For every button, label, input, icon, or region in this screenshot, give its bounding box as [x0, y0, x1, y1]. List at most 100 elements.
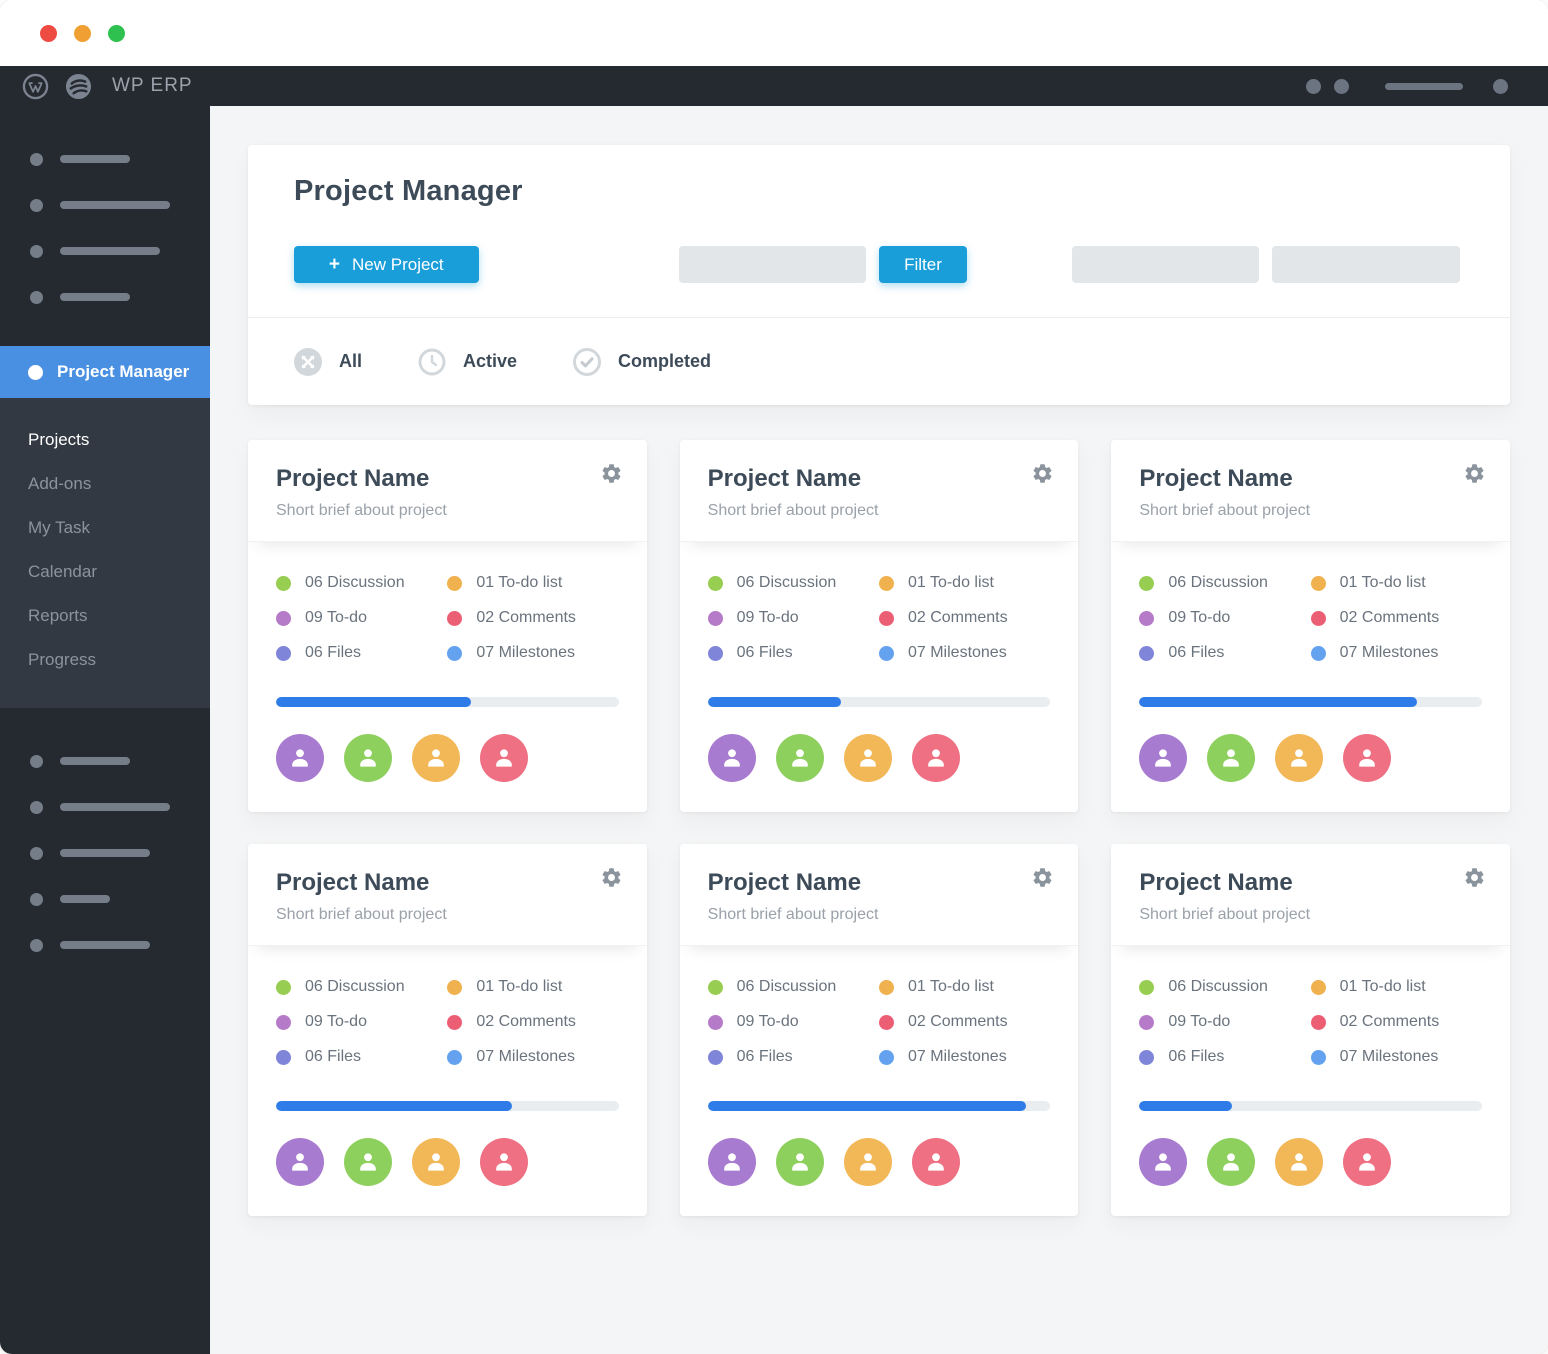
stat-dot — [707, 1049, 723, 1065]
stat-dot — [1310, 1049, 1326, 1065]
stat-discussion: 06 Discussion — [1139, 978, 1310, 996]
sidebar-submenu: Projects Add-ons My Task Calendar Report… — [0, 398, 210, 708]
clock-icon — [418, 348, 446, 376]
filter-button[interactable]: Filter — [879, 246, 967, 283]
select-placeholder[interactable] — [1272, 246, 1460, 283]
stat-todo: 09 To-do — [1139, 1013, 1310, 1031]
avatar — [707, 734, 756, 782]
filter-label: Filter — [904, 254, 942, 274]
stat-dot — [447, 979, 463, 995]
member-avatars — [276, 1138, 619, 1186]
wperp-logo-icon[interactable] — [65, 73, 92, 100]
stat-discussion: 06 Discussion — [1139, 574, 1310, 592]
avatar — [412, 734, 460, 782]
progress-bar — [707, 1101, 1051, 1111]
tab-active[interactable]: Active — [418, 348, 517, 376]
stat-todo-list: 01 To-do list — [447, 574, 618, 592]
wordpress-logo-icon[interactable] — [22, 73, 49, 100]
stat-dot — [1310, 575, 1326, 591]
project-stats: 06 Discussion 01 To-do list 09 To-do 02 … — [276, 978, 619, 1066]
person-icon — [787, 745, 813, 771]
tab-completed[interactable]: Completed — [573, 348, 711, 376]
gear-icon[interactable] — [1031, 462, 1054, 485]
member-avatars — [1139, 1138, 1482, 1186]
sidebar-item-reports[interactable]: Reports — [28, 606, 88, 625]
filter-input-placeholder[interactable] — [678, 246, 867, 283]
close-window-button[interactable] — [40, 24, 57, 42]
select-placeholder[interactable] — [1071, 246, 1260, 283]
stat-todo: 09 To-do — [1139, 609, 1310, 627]
tab-all-label: All — [339, 351, 363, 371]
progress-bar — [1139, 1101, 1482, 1111]
avatar — [1207, 1138, 1256, 1186]
stat-dot — [447, 1049, 463, 1065]
project-brief: Short brief about project — [276, 502, 447, 519]
project-title: Project Name — [707, 869, 862, 896]
sidebar-placeholder-item — [30, 136, 210, 182]
gear-icon[interactable] — [600, 462, 623, 485]
stat-milestones: 07 Milestones — [878, 1048, 1050, 1066]
gear-icon[interactable] — [1031, 866, 1054, 889]
sidebar-item-add-ons[interactable]: Add-ons — [28, 474, 92, 493]
project-brief: Short brief about project — [276, 906, 447, 923]
progress-bar — [707, 697, 1051, 707]
placeholder-bar — [60, 849, 150, 857]
new-project-button[interactable]: + New Project — [294, 246, 479, 283]
stat-todo-list: 01 To-do list — [447, 978, 618, 996]
projects-grid: Project Name Short brief about project 0… — [248, 440, 1510, 1216]
project-stats: 06 Discussion 01 To-do list 09 To-do 02 … — [1139, 978, 1482, 1066]
stat-dot — [447, 575, 463, 591]
stat-milestones: 07 Milestones — [447, 1048, 618, 1066]
gear-icon[interactable] — [1463, 866, 1486, 889]
stat-dot — [707, 1014, 723, 1030]
stat-dot — [276, 1014, 291, 1030]
placeholder-bar — [60, 803, 170, 811]
sidebar-item-project-manager[interactable]: Project Manager — [0, 346, 210, 398]
placeholder-bar — [60, 941, 150, 949]
sidebar-item-progress[interactable]: Progress — [28, 650, 97, 669]
progress-fill — [707, 1101, 1027, 1111]
stat-todo: 09 To-do — [276, 1013, 447, 1031]
stat-dot — [707, 610, 723, 626]
stat-comments: 02 Comments — [878, 1013, 1050, 1031]
sidebar-item-calendar[interactable]: Calendar — [28, 562, 97, 581]
project-brief: Short brief about project — [1139, 502, 1311, 519]
avatar — [276, 1138, 324, 1186]
avatar — [775, 734, 824, 782]
window-titlebar — [0, 0, 1548, 66]
zoom-window-button[interactable] — [108, 24, 125, 42]
admin-bar-placeholder-bar — [1385, 82, 1463, 90]
person-icon — [719, 745, 745, 771]
stat-comments: 02 Comments — [447, 1013, 618, 1031]
stat-dot — [878, 645, 894, 661]
page-title: Project Manager — [294, 175, 523, 207]
minimize-window-button[interactable] — [74, 24, 91, 42]
stat-dot — [276, 610, 291, 626]
progress-fill — [276, 1101, 513, 1111]
stat-discussion: 06 Discussion — [276, 574, 447, 592]
avatar — [911, 1138, 960, 1186]
sidebar-item-projects[interactable]: Projects — [28, 430, 90, 449]
tab-all[interactable]: All — [294, 348, 362, 376]
progress-fill — [276, 697, 472, 707]
plus-icon: + — [328, 254, 341, 275]
stat-dot — [447, 1014, 463, 1030]
person-icon — [287, 745, 313, 771]
stat-dot — [707, 575, 723, 591]
stat-dot — [878, 575, 894, 591]
stat-dot — [1139, 645, 1155, 661]
gear-icon[interactable] — [1463, 462, 1486, 485]
sidebar-item-my-task[interactable]: My Task — [28, 518, 91, 537]
progress-bar — [1139, 697, 1482, 707]
stat-dot — [276, 575, 291, 591]
gear-icon[interactable] — [600, 866, 623, 889]
stat-files: 06 Files — [1139, 644, 1310, 662]
stat-dot — [1139, 979, 1155, 995]
stat-comments: 02 Comments — [878, 609, 1050, 627]
stat-todo-list: 01 To-do list — [1310, 574, 1482, 592]
sidebar-active-label: Project Manager — [57, 362, 190, 381]
avatar — [1207, 734, 1256, 782]
project-stats: 06 Discussion 01 To-do list 09 To-do 02 … — [707, 978, 1051, 1066]
placeholder-dot — [30, 152, 43, 166]
sidebar-placeholder-item — [30, 922, 210, 968]
